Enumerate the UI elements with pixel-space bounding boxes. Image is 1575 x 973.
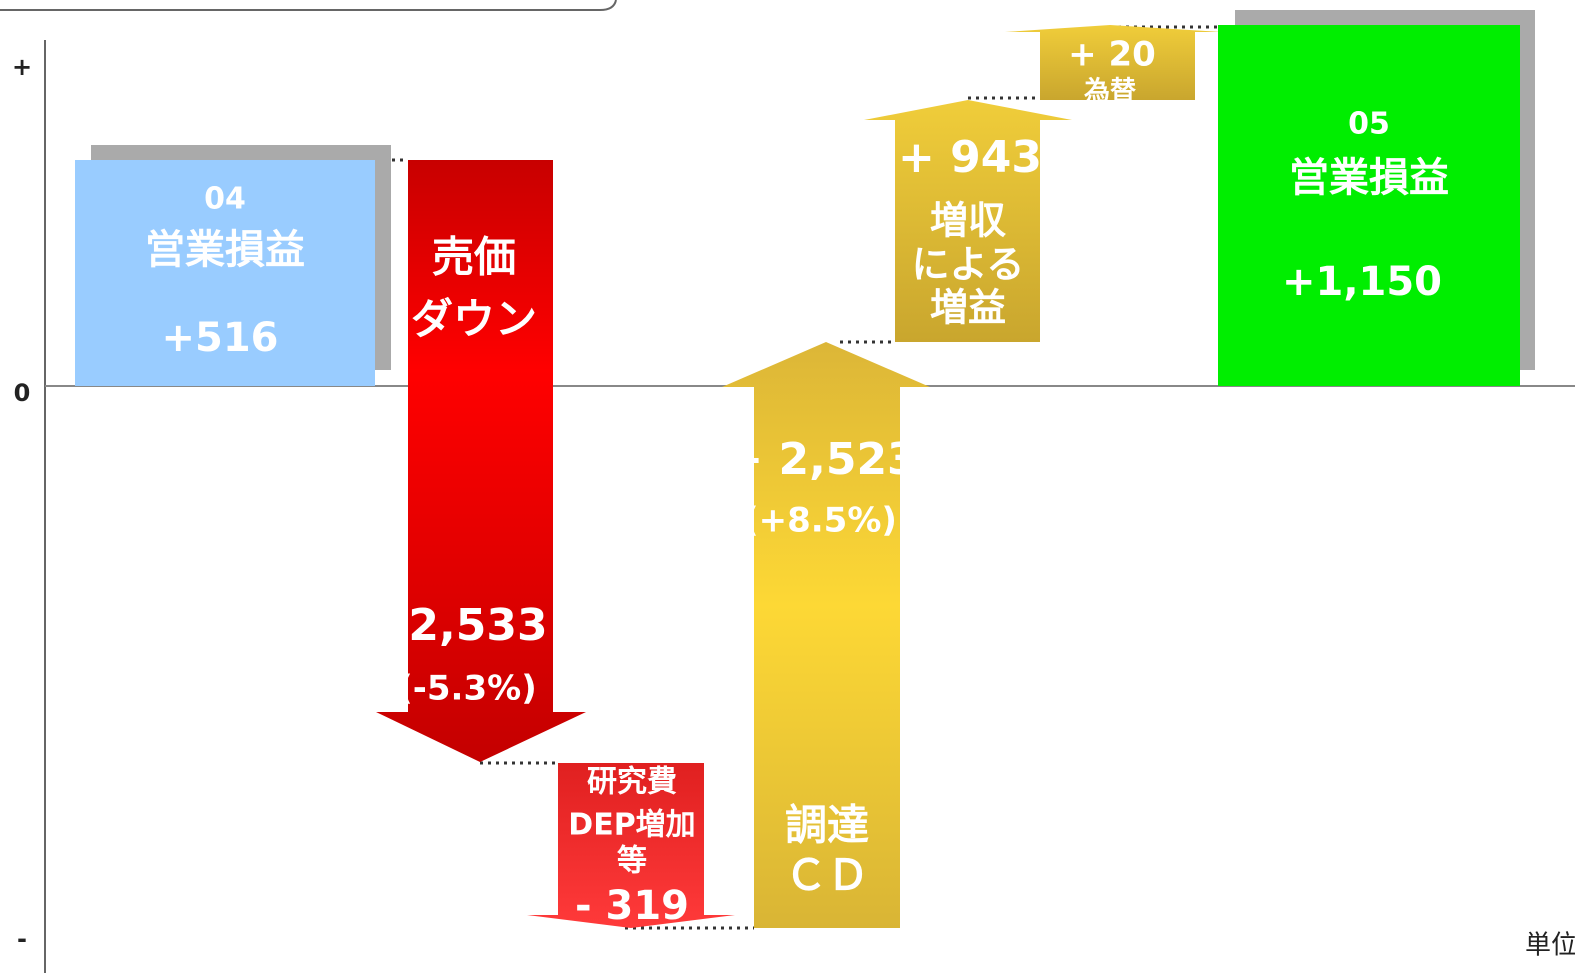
value: + 943 <box>898 132 1042 183</box>
value: + 20 <box>1068 35 1156 75</box>
value: 2,533 <box>408 600 547 651</box>
bar-end <box>1218 25 1520 386</box>
axis-minus: - <box>17 925 27 953</box>
percent: (+8.5%) <box>743 501 897 541</box>
label-line: 研究費 <box>587 765 677 800</box>
arrow-up <box>722 342 930 928</box>
label-line: 売価 <box>432 233 516 282</box>
arrow-up <box>1005 25 1222 100</box>
axis-zero: 0 <box>14 379 31 407</box>
title: 営業損益 <box>1289 155 1449 201</box>
value: - 319 <box>575 883 689 929</box>
arrow-down <box>376 160 586 762</box>
arrow-up <box>864 100 1072 342</box>
unit-label: 単位 <box>1525 931 1575 961</box>
value: + 2,523 <box>726 434 917 485</box>
label-line: 増収 <box>930 199 1006 243</box>
value: +1,150 <box>1282 259 1442 305</box>
arrow-down <box>527 763 735 928</box>
percent: (-5.3%) <box>397 669 537 709</box>
label-line: 為替 <box>1084 77 1136 107</box>
code: 04 <box>204 182 246 217</box>
label-line: ダウン <box>411 295 537 344</box>
value: +516 <box>161 315 278 361</box>
title: 営業損益 <box>145 227 305 273</box>
axis-plus: + <box>12 53 32 81</box>
title-frame <box>0 0 617 11</box>
code: 05 <box>1348 107 1390 142</box>
label-line: DEP増加 <box>568 808 695 843</box>
bar-start <box>75 160 375 386</box>
label-line: ＣＤ <box>785 851 869 900</box>
label-line: 調達 <box>785 801 869 850</box>
label-line: 等 <box>617 844 647 879</box>
label-line: による <box>912 243 1025 287</box>
label-line: 増益 <box>930 286 1006 330</box>
